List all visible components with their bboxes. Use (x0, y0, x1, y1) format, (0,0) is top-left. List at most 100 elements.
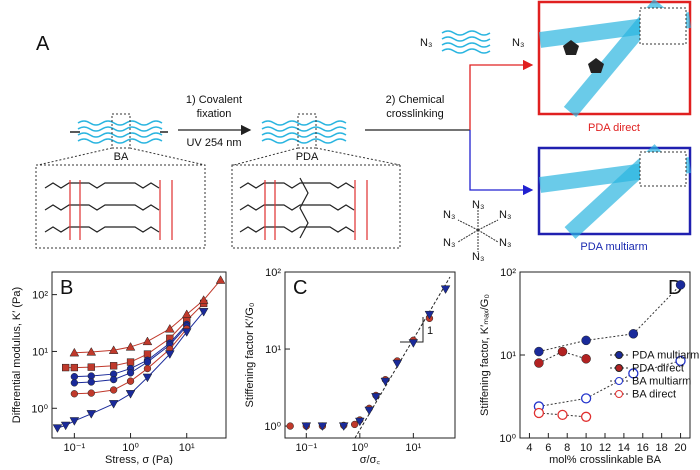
ba-structure (44, 180, 173, 240)
ba-structure-box (35, 164, 206, 249)
star-crosslinker (457, 208, 499, 252)
pda-structure (239, 177, 368, 240)
marker (109, 362, 118, 370)
legend-entry: BA direct (632, 389, 676, 401)
x-tick-label: 18 (656, 442, 668, 454)
marker (70, 363, 79, 372)
marker (534, 346, 544, 357)
marker (198, 295, 209, 304)
marker (142, 336, 153, 346)
x-tick-label: 16 (637, 442, 649, 454)
legend-entry: PDA direct (632, 363, 684, 375)
marker (408, 339, 419, 348)
azide-label: N₃ (512, 37, 524, 49)
marker (215, 275, 226, 284)
legend-entry: BA multiarm (632, 376, 691, 388)
multiarm-label: PDA multiarm (580, 241, 647, 253)
x-axis-label: mol% crosslinkable BA (549, 454, 662, 465)
marker (364, 406, 375, 416)
series-line (65, 303, 204, 369)
marker (628, 329, 639, 339)
marker (125, 390, 136, 399)
y-axis-label: Differential modulus, K′ (Pa) (11, 287, 23, 423)
marker (675, 355, 686, 367)
ba-label: BA (114, 151, 129, 163)
marker (70, 390, 79, 398)
marker (143, 358, 152, 366)
marker (675, 280, 686, 290)
plot-frame (51, 271, 227, 439)
marker (87, 378, 95, 386)
marker (557, 409, 568, 421)
marker (371, 393, 381, 402)
x-tick-label: 20 (674, 442, 686, 454)
marker (286, 422, 294, 430)
azide-label: N₃ (499, 209, 511, 221)
x-tick-label: 10⁰ (351, 442, 368, 454)
legend-marker (615, 390, 623, 398)
marker (354, 417, 365, 427)
y-tick-label: 10⁰ (31, 403, 48, 415)
series-line (538, 351, 587, 364)
marker (109, 375, 118, 384)
x-tick-label: 10¹ (405, 442, 421, 454)
step1-label: fixation (197, 108, 232, 120)
legend-marker (615, 377, 623, 385)
slope-label: 1 (427, 325, 433, 337)
pda-structure-box (231, 164, 401, 249)
x-tick-label: 10⁻¹ (295, 442, 317, 454)
x-tick-label: 14 (618, 442, 630, 454)
series-line (57, 311, 205, 429)
marker (69, 347, 80, 357)
panel-label: C (293, 277, 307, 299)
marker (108, 345, 119, 354)
marker (143, 364, 152, 373)
x-tick-label: 8 (564, 442, 570, 454)
marker (87, 389, 95, 397)
azide-label: N₃ (499, 237, 511, 249)
marker (62, 363, 70, 372)
marker (533, 407, 545, 419)
ba-bundle (70, 120, 168, 144)
marker (125, 342, 136, 351)
marker (164, 323, 175, 333)
marker (198, 308, 209, 317)
marker (338, 422, 349, 431)
series-line (538, 284, 681, 353)
marker (424, 310, 435, 320)
marker (164, 350, 175, 359)
chart: C 10⁻¹ 10⁰ 10¹ 10⁰ 10¹ 10² σ/σ꜀ Stiffening facto… (244, 267, 456, 466)
marker (70, 379, 79, 387)
x-axis-label: σ/σ꜀ (360, 454, 381, 465)
marker (581, 335, 591, 346)
step2-label: crosslinking (386, 108, 443, 120)
y-axis-label: Stiffening factor, K′ₘₐₓ/G₀ (479, 294, 491, 416)
marker (126, 358, 135, 366)
x-tick-label: 6 (545, 442, 551, 454)
y-tick-label: 10¹ (500, 350, 516, 362)
pda-bundle (261, 120, 347, 144)
y-tick-label: 10² (32, 290, 48, 302)
marker (580, 393, 592, 404)
azide-label: N₃ (420, 37, 432, 49)
marker (142, 373, 153, 383)
step1-label: 1) Covalent (186, 94, 242, 106)
marker (350, 420, 359, 429)
azide-label: N₃ (443, 237, 455, 249)
x-axis-label: Stress, σ (Pa) (105, 454, 173, 465)
marker (126, 377, 135, 385)
marker (580, 411, 592, 422)
y-axis-label: Stiffening factor K′/G₀ (244, 303, 256, 408)
x-tick-label: 10 (580, 442, 592, 454)
marker (52, 424, 63, 433)
marker (60, 421, 71, 431)
legend-marker (615, 364, 623, 372)
panel-a: A BA 1) Covalent fixation UV 254 nm PDA … (35, 0, 692, 263)
azide-label: N₃ (443, 209, 455, 221)
marker (108, 400, 119, 409)
slope-triangle (400, 317, 424, 343)
marker (301, 422, 312, 431)
marker (109, 386, 118, 394)
x-tick-label: 10⁰ (122, 442, 139, 454)
